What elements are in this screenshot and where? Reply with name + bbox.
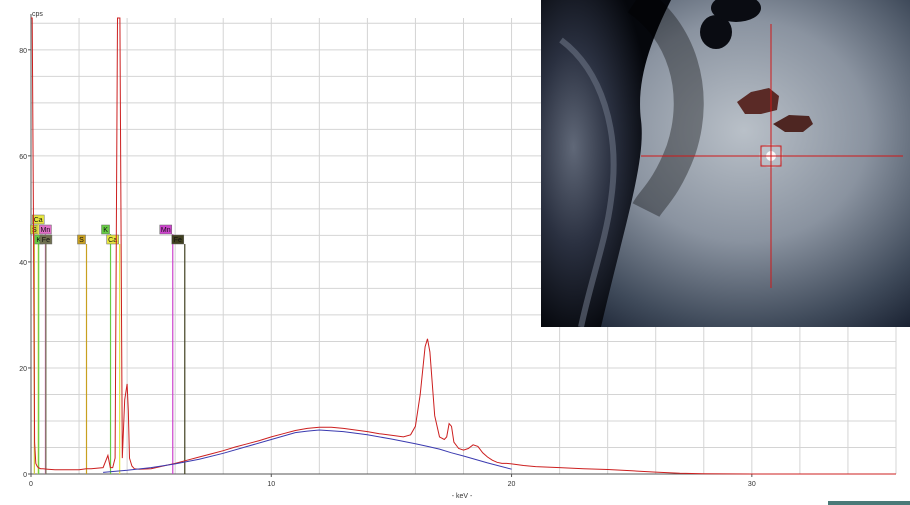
element-label-box <box>101 224 110 235</box>
crosshair-icon <box>641 24 903 288</box>
y-tick-label: 40 <box>19 260 27 267</box>
y-tick-label: 20 <box>19 366 27 373</box>
x-tick-label: 0 <box>29 481 33 488</box>
status-strip <box>828 501 910 505</box>
y-axis-label: cps <box>32 11 43 18</box>
element-label: Fe <box>42 237 50 244</box>
x-axis-label: - keV - <box>452 493 473 500</box>
element-label-box <box>106 234 119 245</box>
element-label-box <box>77 234 86 245</box>
element-label-box <box>31 214 45 225</box>
element-label: S <box>79 237 84 244</box>
sample-camera-image <box>541 0 910 327</box>
element-label-box <box>171 234 185 245</box>
element-label-box <box>39 224 52 235</box>
y-tick-label: 80 <box>19 48 27 55</box>
element-label: Ca <box>108 237 117 244</box>
element-label-box <box>159 224 173 235</box>
y-tick-label: 60 <box>19 154 27 161</box>
element-label: K <box>36 237 41 244</box>
x-tick-label: 30 <box>748 481 756 488</box>
tick-labels: 0 10 20 30 0 20 40 60 80 <box>19 48 756 488</box>
element-label: S <box>32 227 37 234</box>
element-label: Fe <box>174 237 182 244</box>
element-label-box <box>39 234 53 245</box>
element-label: Mn <box>161 227 171 234</box>
element-label: Mn <box>41 227 51 234</box>
element-label: Ca <box>34 217 43 224</box>
y-tick-label: 0 <box>23 472 27 479</box>
spectrum-lines <box>31 17 896 475</box>
x-tick-label: 20 <box>508 481 516 488</box>
series-line-spectrum <box>31 17 896 475</box>
x-tick-label: 10 <box>267 481 275 488</box>
series-line-background_fit <box>103 429 512 473</box>
element-label: K <box>103 227 108 234</box>
